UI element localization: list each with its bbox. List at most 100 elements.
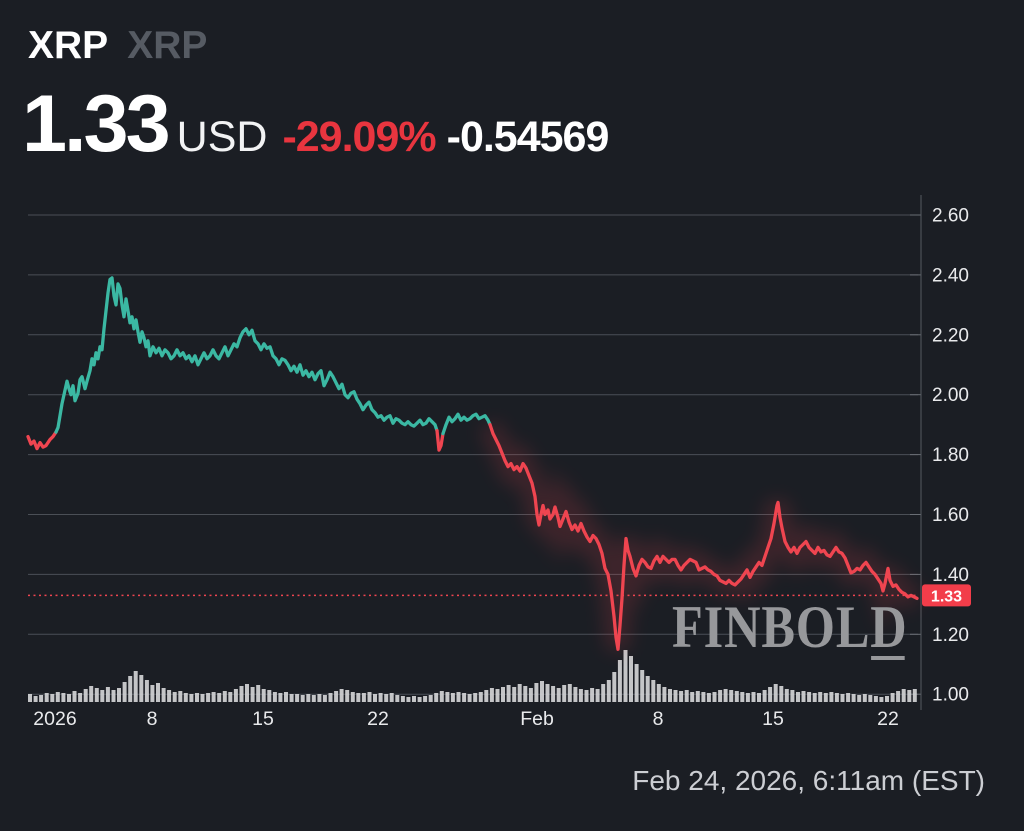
volume-bar [412, 696, 416, 702]
volume-bar [656, 684, 661, 702]
volume-bar [818, 692, 823, 702]
volume-bar [334, 691, 339, 702]
volume-bar [784, 689, 789, 702]
volume-bar [801, 691, 806, 702]
volume-bar [89, 686, 94, 702]
volume-bar [506, 685, 511, 702]
volume-bar [245, 684, 249, 702]
volume-bar [812, 693, 817, 702]
volume-bar [28, 694, 32, 702]
volume-bar [467, 694, 472, 702]
volume-bar [328, 693, 333, 702]
volume-bar [367, 692, 372, 702]
volume-bar [907, 690, 912, 702]
volume-bar [523, 686, 528, 702]
volume-bar [706, 693, 711, 702]
current-price-badge-label: 1.33 [931, 588, 962, 605]
volume-bar [896, 691, 901, 702]
volume-bar [434, 693, 439, 702]
volume-bar [612, 672, 617, 702]
volume-bar [395, 695, 400, 702]
volume-bar [211, 692, 216, 702]
finbold-watermark-underline [871, 656, 905, 660]
volume-bar [339, 689, 344, 702]
price-change-percent: -29.09% [282, 113, 436, 161]
volume-bar [239, 686, 244, 702]
volume-bar [718, 690, 723, 702]
x-axis-label: 15 [762, 708, 784, 730]
volume-bar [195, 693, 199, 702]
volume-bar [450, 693, 455, 702]
volume-bar [679, 691, 684, 702]
ticker-symbol: XRP [28, 24, 109, 67]
volume-bar [651, 680, 656, 702]
price-line-teal [441, 412, 492, 436]
volume-bar [745, 693, 750, 702]
x-axis-label: 22 [367, 708, 389, 730]
volume-bar [423, 696, 428, 702]
volume-bar [139, 675, 144, 702]
volume-bar [606, 680, 611, 702]
volume-bar [350, 692, 355, 702]
chart-timestamp: Feb 24, 2026, 6:11am (EST) [632, 765, 985, 796]
volume-bar [601, 684, 606, 702]
volume-bar [39, 695, 44, 702]
volume-bar [44, 693, 49, 702]
volume-bar [456, 692, 461, 702]
volume-bar [311, 695, 316, 702]
volume-bar [912, 689, 917, 702]
price-row: 1.33 USD -29.09% -0.54569 [22, 84, 609, 165]
volume-bar [846, 693, 851, 702]
volume-bar [100, 690, 105, 702]
volume-bar [901, 689, 906, 702]
volume-bar [144, 680, 149, 702]
volume-bar [807, 692, 812, 702]
volume-bar [117, 688, 121, 702]
volume-bar [61, 693, 66, 702]
volume-bar [662, 687, 667, 702]
finbold-watermark-text: FINBOLD [672, 594, 908, 660]
price-line-teal [54, 276, 439, 434]
volume-bar [540, 681, 544, 702]
y-axis-label: 1.20 [932, 625, 969, 646]
volume-bar [695, 691, 700, 702]
volume-bar [105, 687, 110, 702]
volume-bar [189, 694, 194, 702]
x-axis-label: Feb [520, 708, 554, 730]
volume-bar [306, 694, 311, 702]
volume-bar [757, 693, 761, 702]
y-axis-label: 2.00 [932, 385, 969, 406]
volume-bar [217, 693, 222, 702]
volume-bar [128, 676, 133, 702]
volume-bar [885, 696, 889, 702]
volume-bar [534, 683, 539, 702]
volume-bar [222, 691, 227, 702]
volume-bar [556, 688, 561, 702]
volume-bar [111, 690, 116, 702]
volume-bar [478, 692, 483, 702]
volume-bar [172, 692, 177, 702]
volume-bar [512, 687, 517, 702]
volume-bar [773, 684, 778, 702]
volume-bar [161, 688, 166, 702]
price-value: 1.33 [22, 79, 171, 169]
x-axis-label: 15 [252, 708, 274, 730]
volume-bar [261, 689, 266, 702]
volume-bar [840, 694, 845, 702]
volume-bar [584, 690, 589, 702]
volume-bar [33, 696, 38, 702]
volume-bar [67, 694, 71, 702]
volume-bar [284, 692, 288, 702]
price-currency: USD [176, 113, 268, 161]
volume-bar [373, 694, 377, 702]
volume-bar [823, 693, 828, 702]
volume-bar [796, 692, 800, 702]
volume-bar [78, 693, 83, 702]
volume-bar [317, 694, 322, 702]
volume-bar [378, 693, 383, 702]
volume-bar [640, 670, 645, 702]
volume-bar [629, 656, 633, 702]
volume-bar [389, 693, 394, 702]
volume-bar [562, 685, 567, 702]
